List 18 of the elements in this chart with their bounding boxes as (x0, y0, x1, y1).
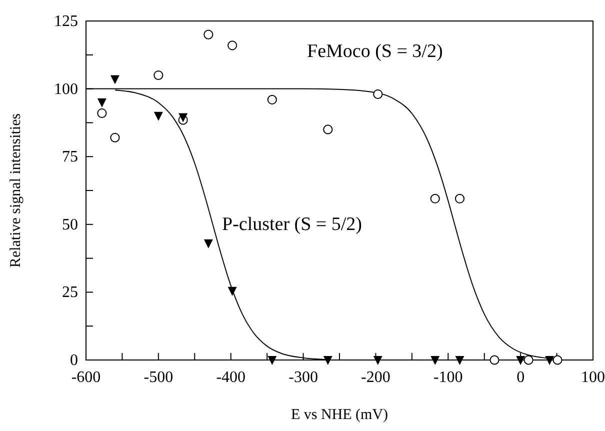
y-tick-label: 50 (62, 216, 78, 234)
x-tick-label: -500 (144, 369, 174, 386)
annotation: P-cluster (S = 5/2) (222, 214, 362, 235)
x-axis-title: E vs NHE (mV) (290, 407, 388, 423)
x-tick-label: 0 (516, 369, 525, 386)
y-axis-title: Relative signal intensities (8, 113, 24, 268)
x-tick-label: -600 (71, 369, 101, 386)
y-tick-label: 125 (54, 13, 78, 30)
x-tick-label: 100 (581, 369, 605, 386)
y-tick-label: 25 (62, 284, 78, 302)
annotation: FeMoco (S = 3/2) (307, 41, 443, 62)
y-tick-label: 0 (70, 352, 78, 369)
x-tick-label: -400 (216, 369, 246, 386)
y-tick-label: 75 (62, 148, 78, 166)
x-tick-label: -100 (433, 369, 463, 386)
x-tick-label: -300 (288, 369, 318, 386)
x-tick-label: -200 (361, 369, 390, 386)
y-tick-label: 100 (54, 80, 78, 98)
